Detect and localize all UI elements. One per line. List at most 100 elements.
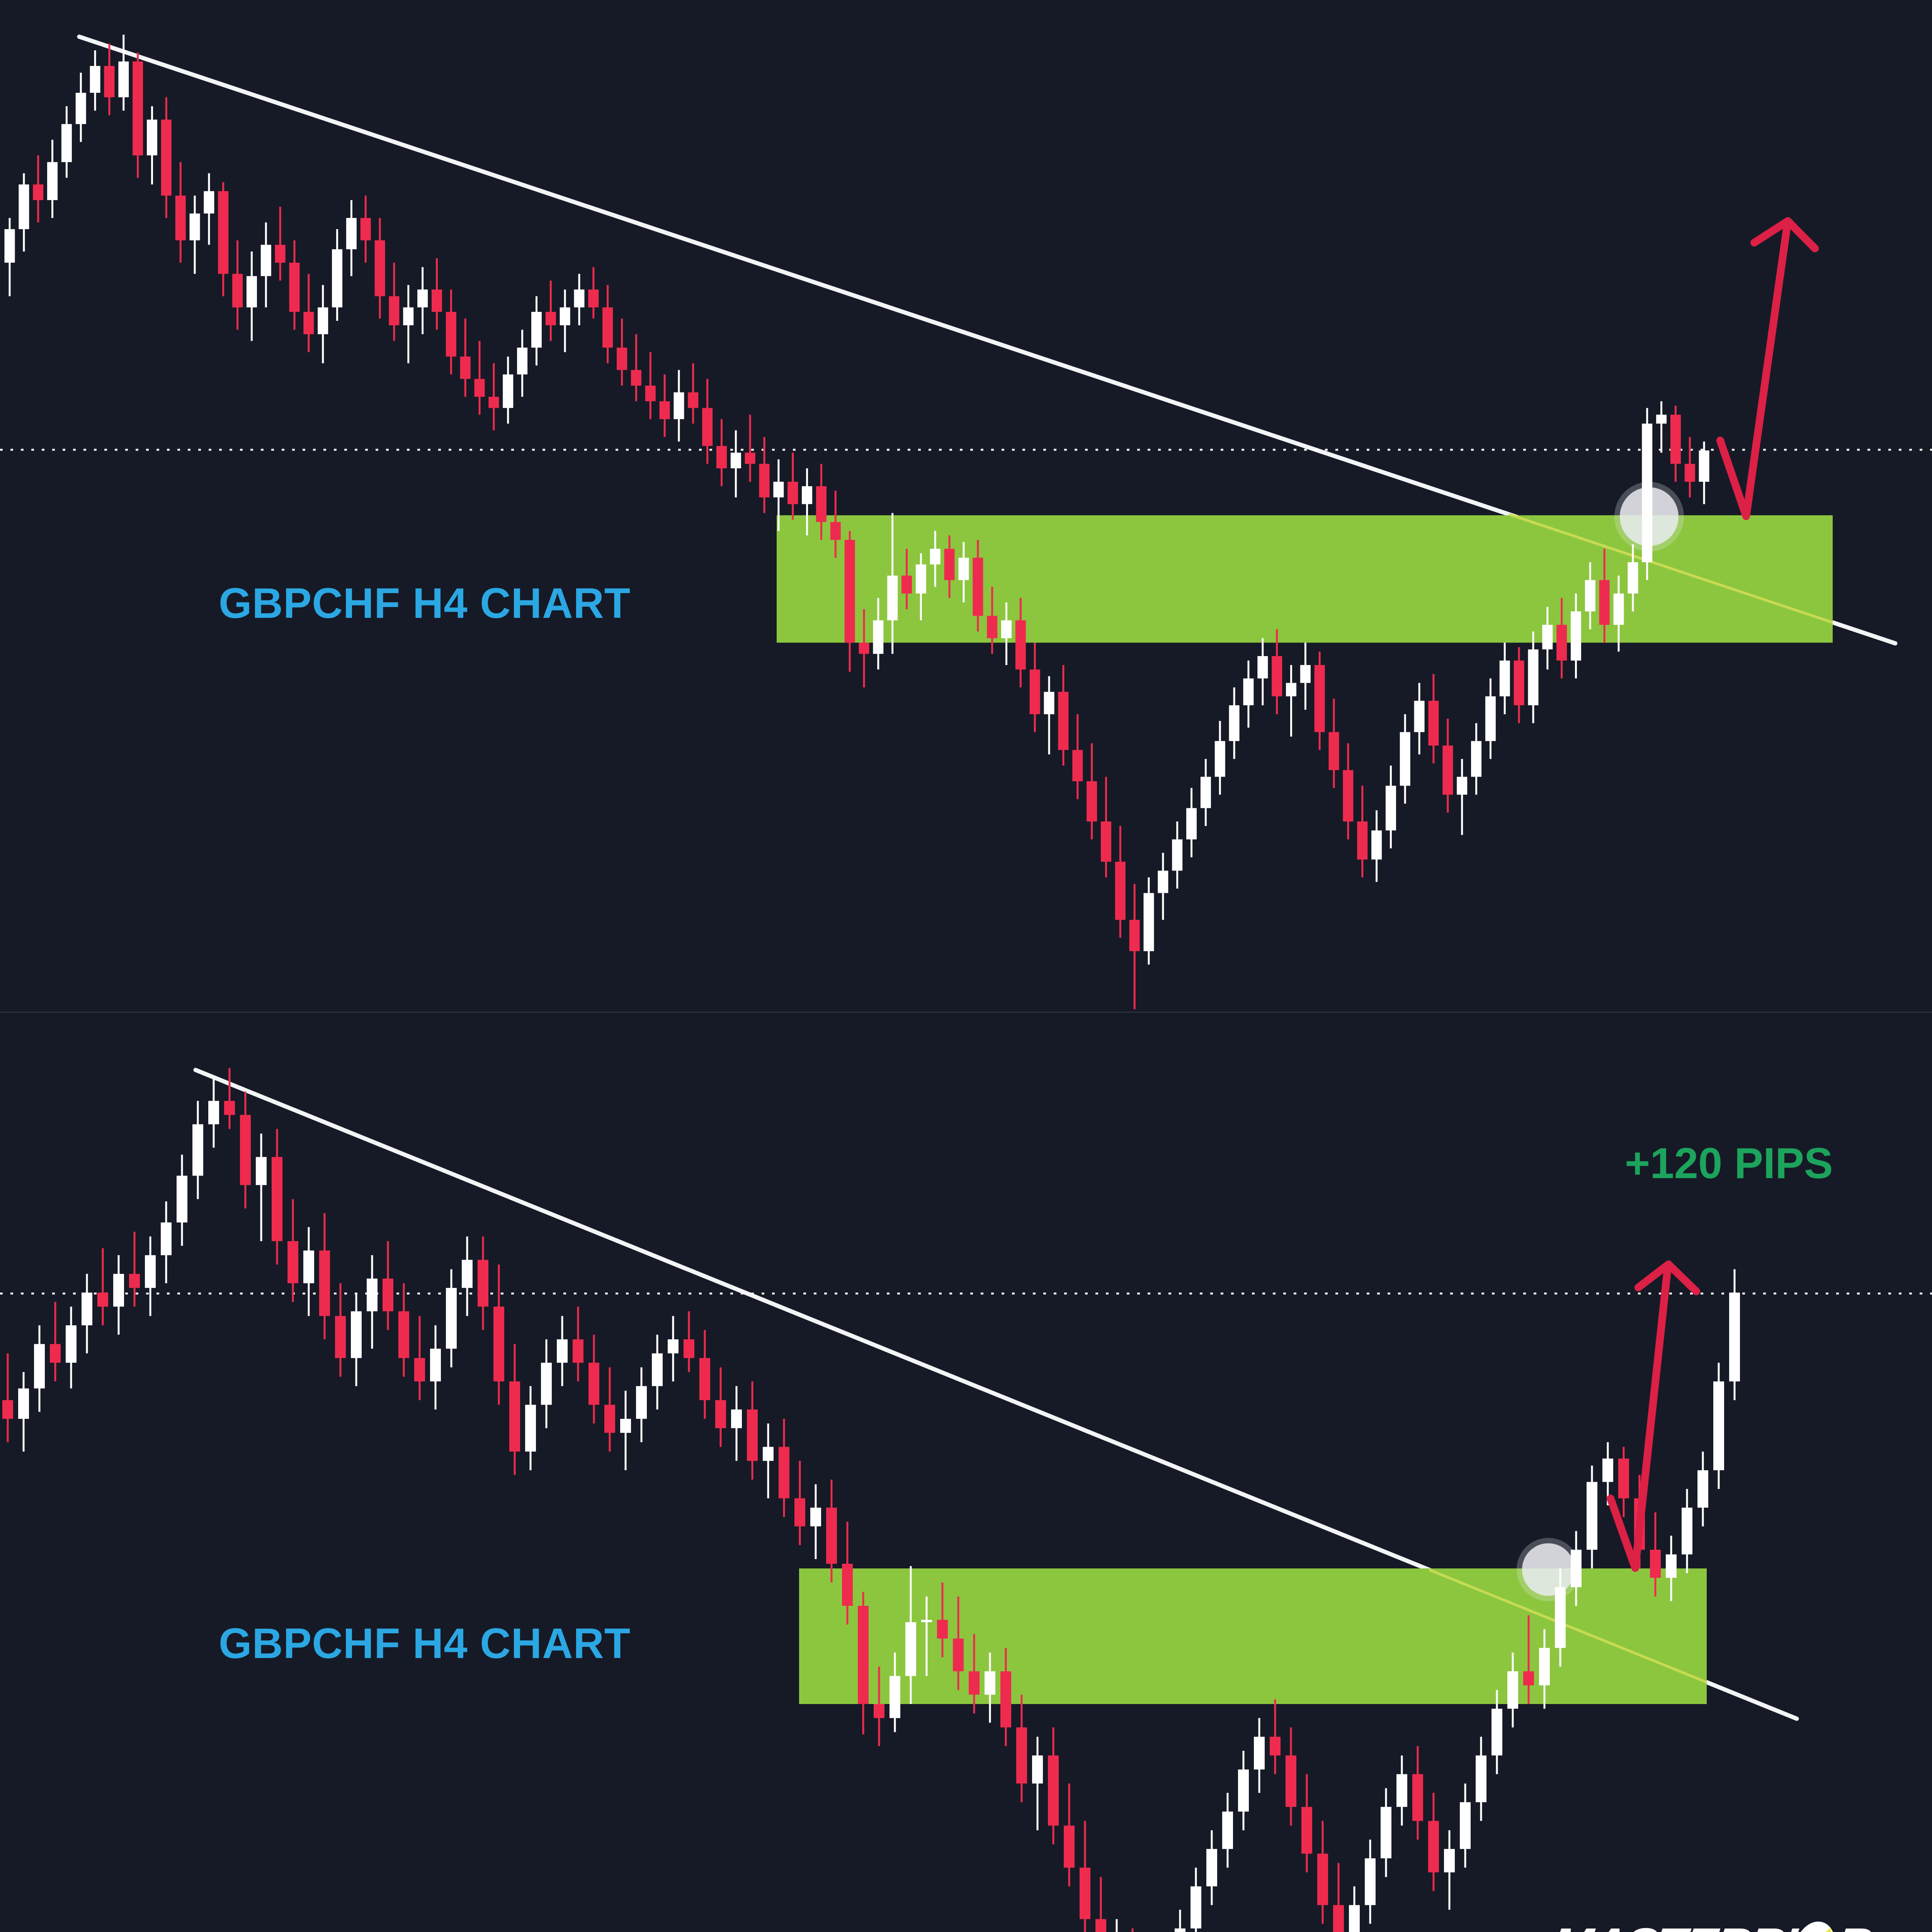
candle-up bbox=[1190, 1867, 1201, 1932]
candle-body bbox=[1158, 871, 1168, 893]
candle-body bbox=[240, 1115, 251, 1185]
candle-up bbox=[1492, 1690, 1502, 1774]
candle-body bbox=[987, 616, 998, 638]
candle-up bbox=[1571, 1531, 1582, 1606]
candle-body bbox=[802, 486, 813, 504]
candle-body bbox=[1190, 1886, 1201, 1929]
candle-body bbox=[303, 1250, 314, 1283]
breakout-arrow-shaft bbox=[1607, 1267, 1671, 1572]
candle-body bbox=[953, 1638, 964, 1672]
candle-body bbox=[224, 1101, 235, 1115]
candle-down bbox=[432, 258, 442, 330]
candle-down bbox=[287, 1199, 298, 1302]
candle-down bbox=[414, 1316, 425, 1400]
candle-up bbox=[403, 285, 414, 364]
candle-body bbox=[1400, 732, 1410, 786]
candle-body bbox=[901, 575, 912, 594]
candle-body bbox=[1100, 821, 1111, 862]
candle-body bbox=[545, 312, 556, 325]
candle-down bbox=[398, 1283, 409, 1377]
candle-down bbox=[987, 587, 998, 654]
top-chart-panel[interactable] bbox=[0, 34, 1932, 1009]
candle-body bbox=[602, 307, 613, 348]
candle-up bbox=[985, 1652, 995, 1723]
candle-down bbox=[275, 207, 286, 281]
candle-body bbox=[430, 1349, 441, 1382]
candle-body bbox=[631, 370, 641, 386]
candle-up bbox=[189, 196, 200, 274]
candle-body bbox=[1257, 656, 1268, 679]
candle-up bbox=[332, 229, 343, 321]
candle-up bbox=[1414, 683, 1425, 755]
candle-up bbox=[303, 1227, 314, 1316]
bottom-chart-panel[interactable] bbox=[0, 1068, 1932, 1932]
candle-up bbox=[75, 73, 86, 142]
candle-body bbox=[161, 1222, 172, 1255]
breakout-arrow-head bbox=[1750, 217, 1819, 252]
candle-body bbox=[1044, 692, 1054, 714]
candle-body bbox=[659, 401, 670, 419]
candle-up bbox=[1555, 1568, 1566, 1667]
candle-up bbox=[204, 173, 214, 245]
candle-down bbox=[1556, 598, 1567, 679]
candle-body bbox=[383, 1278, 393, 1311]
candle-body bbox=[1333, 1905, 1344, 1932]
candle-body bbox=[1539, 1648, 1550, 1685]
candle-body bbox=[969, 1671, 980, 1695]
candle-up bbox=[177, 1155, 187, 1246]
candle-body bbox=[1214, 741, 1225, 777]
candle-body bbox=[1670, 415, 1681, 464]
candle-up bbox=[1032, 1736, 1043, 1830]
candle-up bbox=[810, 1484, 821, 1559]
candle-body bbox=[1317, 1854, 1328, 1905]
candle-up bbox=[763, 1423, 774, 1498]
candle-body bbox=[1666, 1554, 1677, 1578]
candle-body bbox=[1507, 1671, 1518, 1709]
candle-body bbox=[541, 1362, 552, 1405]
candle-down bbox=[794, 1461, 805, 1545]
candle-down bbox=[478, 1236, 488, 1330]
candle-body bbox=[889, 1676, 900, 1718]
candle-body bbox=[360, 218, 371, 240]
candle-body bbox=[560, 307, 570, 325]
candle-down bbox=[1599, 549, 1610, 643]
candle-body bbox=[113, 1274, 124, 1307]
candle-up bbox=[802, 468, 813, 536]
candle-up bbox=[208, 1077, 219, 1148]
candle-body bbox=[474, 379, 485, 397]
candle-up bbox=[246, 251, 257, 341]
candle-up bbox=[1222, 1793, 1233, 1868]
candle-body bbox=[389, 296, 400, 325]
candle-body bbox=[1555, 1587, 1566, 1648]
candle-up bbox=[773, 459, 784, 531]
candle-up bbox=[1158, 853, 1168, 920]
candle-body bbox=[1471, 741, 1482, 777]
highlight-circle bbox=[1522, 1543, 1575, 1596]
candle-body bbox=[303, 312, 314, 334]
candle-up bbox=[1499, 643, 1510, 714]
candle-body bbox=[1032, 1755, 1043, 1784]
candle-body bbox=[617, 347, 628, 370]
candle-body bbox=[645, 385, 656, 401]
candle-down bbox=[1317, 1821, 1328, 1924]
candle-up bbox=[256, 1133, 267, 1242]
candle-up bbox=[731, 1386, 742, 1461]
candle-body bbox=[462, 1260, 473, 1288]
candle-body bbox=[1412, 1774, 1423, 1821]
candle-up bbox=[1206, 1830, 1217, 1905]
candle-down bbox=[1129, 884, 1140, 1009]
candle-down bbox=[659, 374, 670, 437]
candle-down bbox=[944, 535, 955, 598]
candle-body bbox=[830, 522, 841, 540]
candle-up bbox=[1286, 665, 1296, 737]
candle-body bbox=[133, 61, 143, 156]
candle-up bbox=[930, 531, 940, 587]
candle-up bbox=[118, 34, 129, 111]
candle-down bbox=[573, 1306, 583, 1382]
candle-body bbox=[574, 289, 585, 308]
candle-up bbox=[1243, 660, 1254, 728]
candle-up bbox=[525, 1386, 536, 1470]
candle-body bbox=[1713, 1381, 1724, 1470]
candle-body bbox=[1650, 1549, 1661, 1578]
